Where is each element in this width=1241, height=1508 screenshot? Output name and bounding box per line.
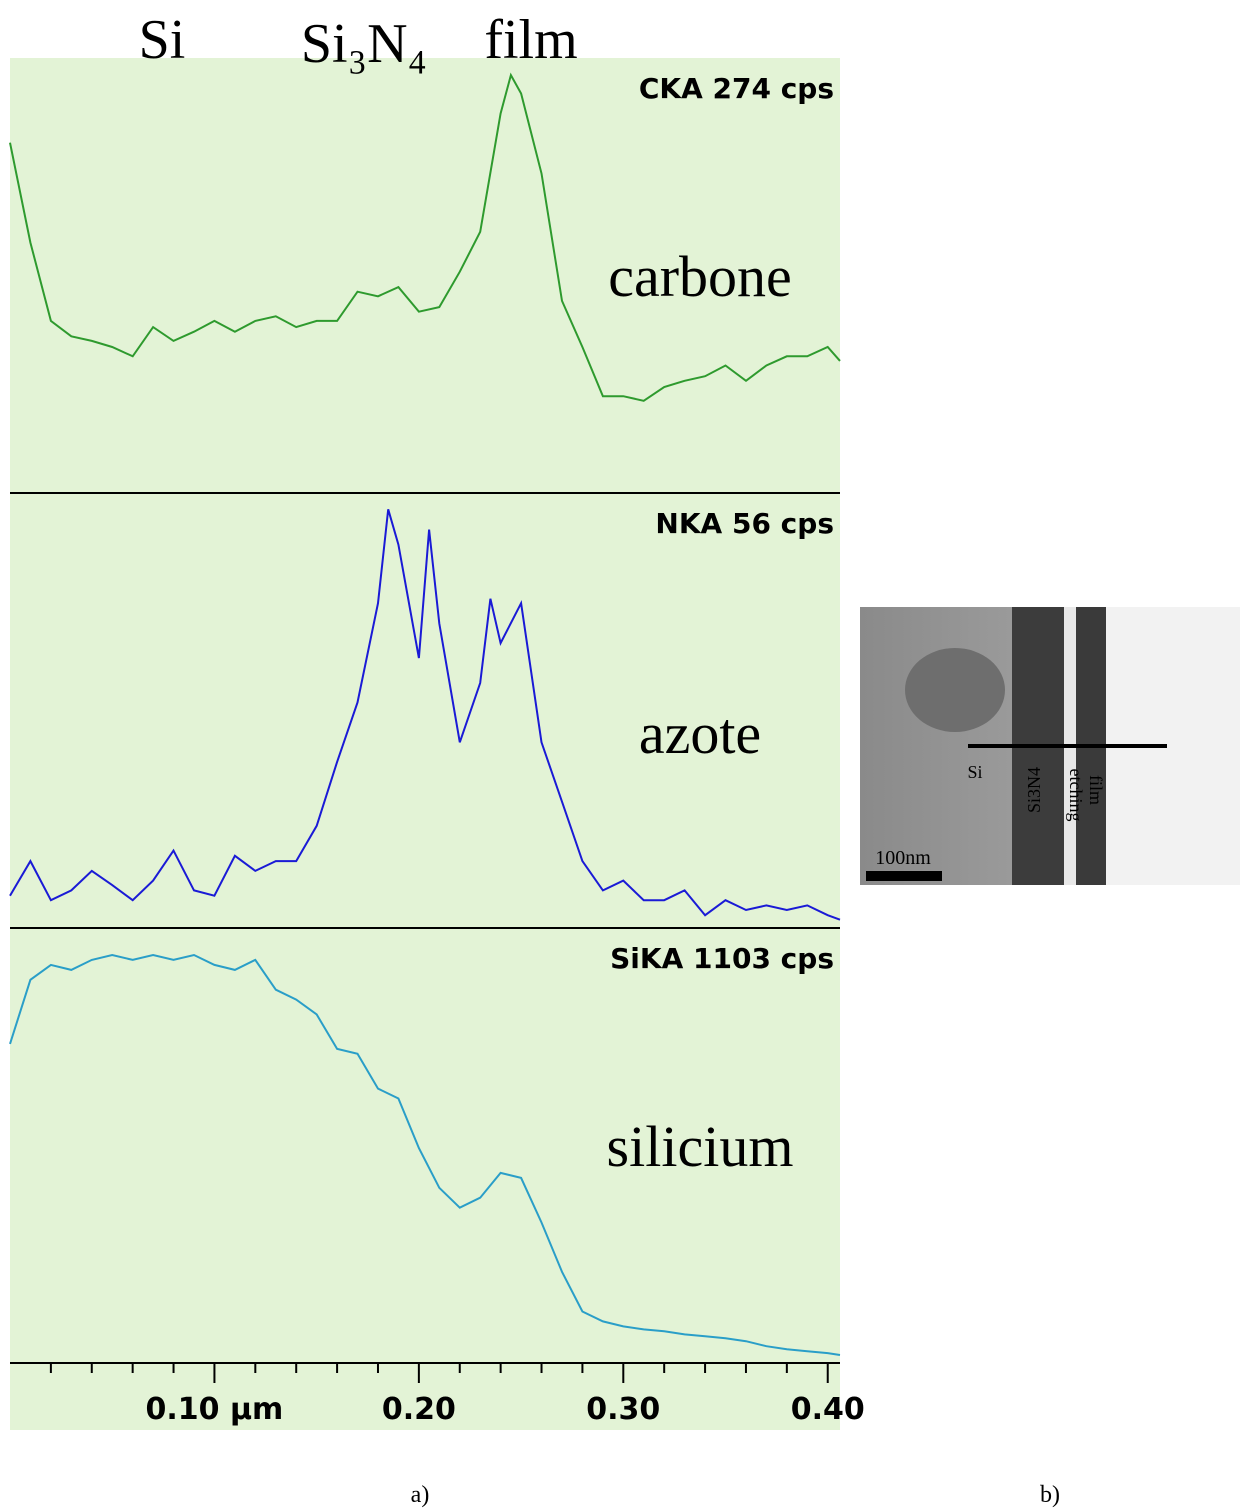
image-label: Si3N4 — [1024, 767, 1044, 813]
series-label: silicium — [607, 1114, 794, 1179]
data-line — [9, 953, 841, 1356]
header-label: Si — [139, 9, 186, 71]
x-tick-label: 0.10 µm — [146, 1392, 284, 1427]
x-tick-label: 0.30 — [586, 1392, 660, 1427]
panel-label: CKA 274 cps — [639, 72, 834, 105]
tem-image: Si Si3N4 etching film 100nm b) — [860, 607, 1240, 1508]
scale-bar-label: 100nm — [875, 847, 931, 869]
panel-label: NKA 56 cps — [655, 507, 834, 540]
x-tick-label: 0.40 — [791, 1392, 865, 1427]
caption: a) — [411, 1482, 430, 1508]
series-label: carbone — [608, 244, 792, 309]
caption: b) — [1040, 1482, 1060, 1508]
plot-background — [10, 58, 840, 1430]
panel-label: SiKA 1103 cps — [610, 942, 834, 975]
image-blob — [905, 648, 1005, 732]
image-label: film — [1086, 775, 1106, 805]
x-tick-label: 0.20 — [382, 1392, 456, 1427]
data-line — [9, 509, 841, 921]
header-label: film — [484, 9, 577, 71]
header-label: Si₃N₄ — [301, 13, 427, 75]
data-line — [9, 72, 841, 402]
scale-bar — [866, 871, 942, 881]
image-label: Si — [967, 762, 982, 782]
image-label: etching — [1066, 769, 1086, 822]
series-label: azote — [639, 701, 761, 766]
